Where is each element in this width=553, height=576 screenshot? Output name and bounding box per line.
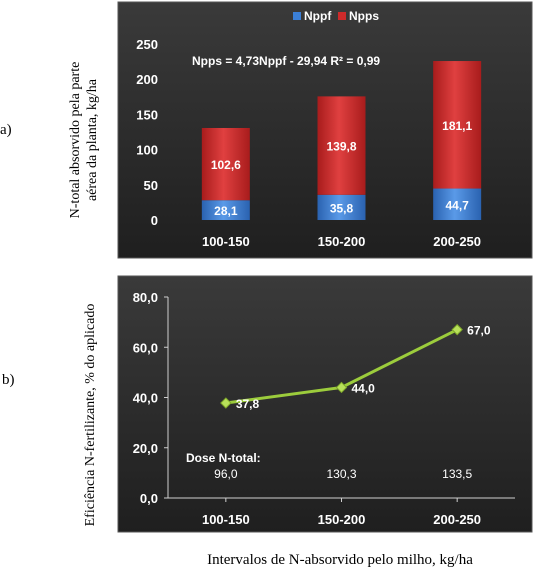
legend-swatch-npps [338,12,346,20]
bar-nppf [201,200,250,220]
chart-a-ytick: 0 [151,213,158,228]
bar-npps [317,96,366,195]
chart-b-ytick: 20,0 [133,441,158,456]
bar-npps-value: 181,1 [442,119,472,133]
chart-a-xtick: 150-200 [318,234,366,249]
chart-b-ytick: 60,0 [133,340,158,355]
bar-nppf-value: 35,8 [330,201,354,215]
panel-a-label: a) [0,122,12,138]
chart-b-xtick: 150-200 [318,512,366,527]
dose-value: 130,3 [326,467,356,481]
panel-b-label: b) [2,372,15,388]
bar-nppf [317,194,366,220]
bar-npps [433,61,482,189]
legend-swatch-nppf [293,12,301,20]
common-xlabel: Intervalos de N-absorvido pelo milho, kg… [207,552,473,568]
chart-a-xtick: 200-250 [433,234,481,249]
chart-a: 0 50 100 150 200 250 Nppf Npps Npps = 4,73Nppf -… [136,9,482,249]
chart-b-xtick: 200-250 [433,512,481,527]
legend-label-npps: Npps [349,9,379,23]
chart-a-ytick: 100 [136,143,158,158]
dose-title: Dose N-total: [186,451,261,465]
bar-npps [201,127,250,201]
chart-b-ytick: 0,0 [140,491,158,506]
chart-b-ytick: 80,0 [133,290,158,305]
chart-b: 0,0 20,0 40,0 60,0 80,0 37,8 100-150 96,0 44,0 15… [133,290,515,527]
legend-label-nppf: Nppf [304,9,332,23]
chart-b-background [117,275,533,533]
chart-a-ytick: 250 [136,37,158,52]
chart-b-point [451,323,463,336]
dose-value: 96,0 [214,467,238,481]
chart-a-ytick: 150 [136,107,158,122]
bar-nppf-value: 28,1 [214,204,238,218]
chart-b-point [220,397,232,409]
chart-b-xtick: 100-150 [202,512,250,527]
chart-b-point [335,381,348,394]
bar-npps-value: 139,8 [326,140,356,154]
chart-b-point-label: 37,8 [236,397,260,411]
chart-a-ytick: 50 [144,178,158,193]
chart-b-ytick: 40,0 [133,391,158,406]
chart-b-point-label: 67,0 [467,324,491,338]
bar-nppf-value: 44,7 [445,198,469,212]
chart-a-ytick: 200 [136,72,158,87]
dose-value: 133,5 [442,467,472,481]
bar-nppf [433,188,482,220]
chart-b-point-label: 44,0 [352,381,376,395]
bar-npps-value: 102,6 [211,158,241,172]
chart-a-equation: Npps = 4,73Nppf - 29,94 R² = 0,99 [192,54,380,68]
chart-a-xtick: 100-150 [202,234,250,249]
